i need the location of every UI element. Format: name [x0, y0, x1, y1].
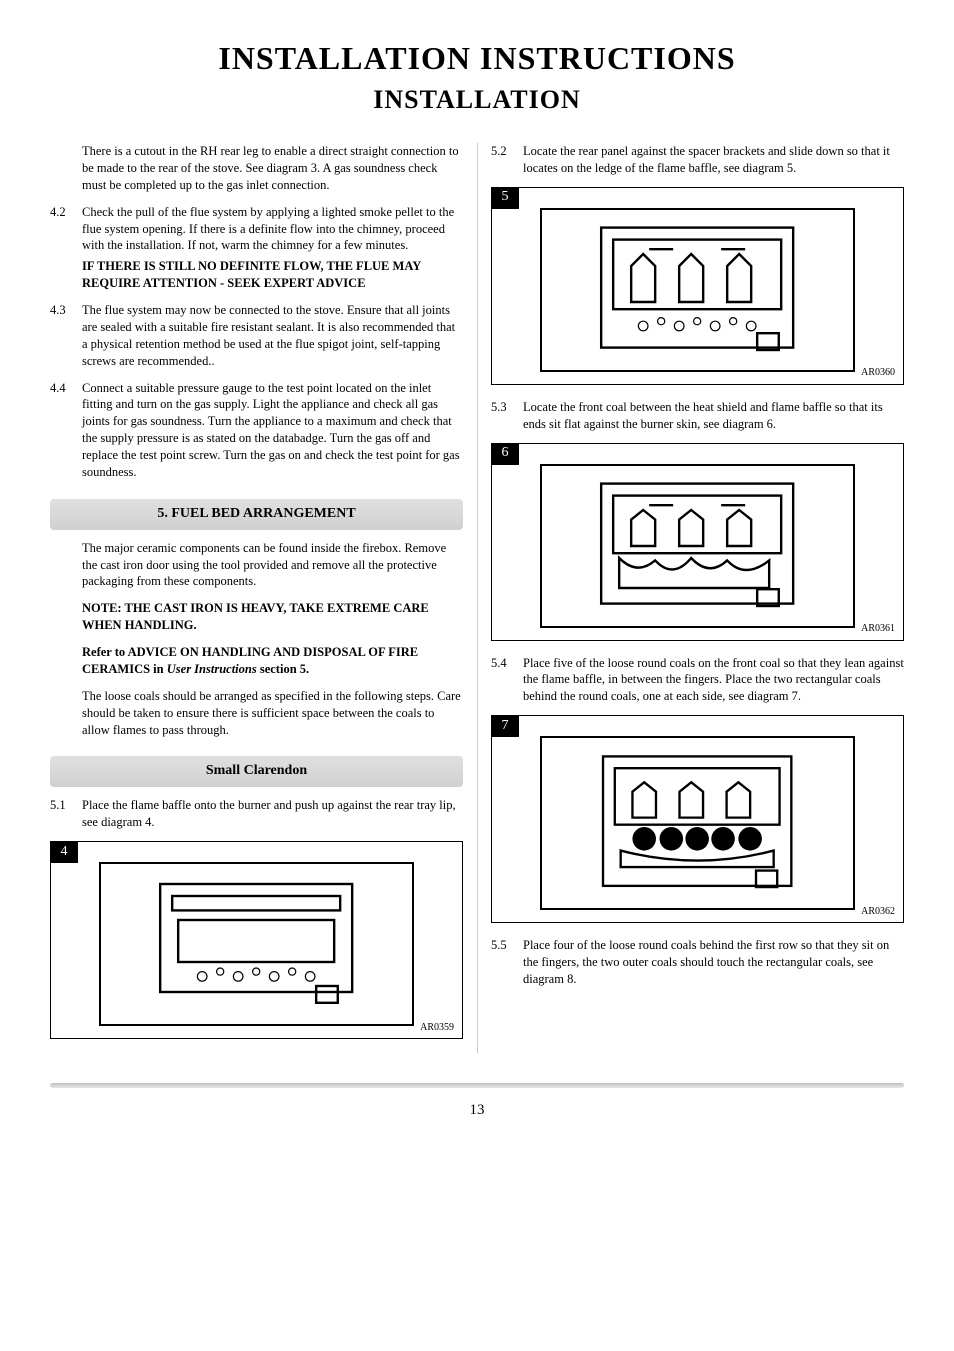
diagram-6-illustration [540, 464, 855, 628]
flue-warning: IF THERE IS STILL NO DEFINITE FLOW, THE … [82, 258, 463, 292]
para-text: Place four of the loose round coals behi… [523, 937, 904, 988]
loose-coals-para: The loose coals should be arranged as sp… [82, 688, 463, 739]
paragraph-4-4: 4.4 Connect a suitable pressure gauge to… [50, 380, 463, 481]
stove-icon [565, 218, 829, 362]
diagram-ref: AR0360 [861, 366, 895, 380]
diagram-5: 5 [491, 187, 904, 385]
right-column: 5.2 Locate the rear panel against the sp… [491, 143, 904, 1053]
page-number: 13 [50, 1102, 904, 1119]
diagram-5-illustration [540, 208, 855, 372]
para-text: The flue system may now be connected to … [82, 302, 463, 370]
para-number: 5.5 [491, 937, 523, 988]
para-text: Connect a suitable pressure gauge to the… [82, 380, 463, 481]
footer-divider [50, 1083, 904, 1088]
para-number: 5.2 [491, 143, 523, 177]
diagram-6: 6 AR0361 [491, 443, 904, 641]
diagram-ref: AR0362 [861, 905, 895, 919]
para-number: 5.4 [491, 655, 523, 706]
paragraph-5-2: 5.2 Locate the rear panel against the sp… [491, 143, 904, 177]
section-5-intro: The major ceramic components can be foun… [82, 540, 463, 591]
paragraph-5-1: 5.1 Place the flame baffle onto the burn… [50, 797, 463, 831]
main-title: INSTALLATION INSTRUCTIONS [50, 40, 904, 77]
para-text: Place five of the loose round coals on t… [523, 655, 904, 706]
para-number: 4.3 [50, 302, 82, 370]
paragraph-5-3: 5.3 Locate the front coal between the he… [491, 399, 904, 433]
paragraph-4-2: 4.2 Check the pull of the flue system by… [50, 204, 463, 292]
paragraph-4-3: 4.3 The flue system may now be connected… [50, 302, 463, 370]
intro-paragraph: There is a cutout in the RH rear leg to … [82, 143, 463, 194]
diagram-ref: AR0359 [420, 1021, 454, 1035]
diagram-7-illustration [540, 736, 855, 910]
ceramics-refer: Refer to ADVICE ON HANDLING AND DISPOSAL… [82, 644, 463, 678]
para-number: 5.1 [50, 797, 82, 831]
diagram-4: 4 AR0359 [50, 841, 463, 1039]
two-column-layout: There is a cutout in the RH rear leg to … [50, 143, 904, 1053]
stove-icon [565, 747, 829, 900]
refer-text-c: section 5. [257, 662, 309, 676]
small-clarendon-header: Small Clarendon [50, 756, 463, 787]
diagram-number-label: 6 [491, 443, 519, 465]
left-column: There is a cutout in the RH rear leg to … [50, 143, 463, 1053]
diagram-number-label: 5 [491, 187, 519, 209]
stove-icon [124, 872, 388, 1016]
diagram-4-illustration [99, 862, 414, 1026]
diagram-7: 7 AR0362 [491, 715, 904, 923]
diagram-number-label: 4 [50, 841, 78, 863]
sub-title: INSTALLATION [50, 85, 904, 115]
diagram-ref: AR0361 [861, 622, 895, 636]
para-text: Locate the rear panel against the spacer… [523, 143, 904, 177]
para-number: 4.2 [50, 204, 82, 292]
para-text: Place the flame baffle onto the burner a… [82, 797, 463, 831]
diagram-number-label: 7 [491, 715, 519, 737]
para-text: Check the pull of the flue system by app… [82, 205, 454, 253]
cast-iron-note: NOTE: THE CAST IRON IS HEAVY, TAKE EXTRE… [82, 600, 463, 634]
section-5-header: 5. FUEL BED ARRANGEMENT [50, 499, 463, 530]
stove-icon [565, 474, 829, 618]
para-text: Locate the front coal between the heat s… [523, 399, 904, 433]
paragraph-5-4: 5.4 Place five of the loose round coals … [491, 655, 904, 706]
paragraph-5-5: 5.5 Place four of the loose round coals … [491, 937, 904, 988]
para-number: 4.4 [50, 380, 82, 481]
para-number: 5.3 [491, 399, 523, 433]
refer-text-b: User Instructions [167, 662, 257, 676]
